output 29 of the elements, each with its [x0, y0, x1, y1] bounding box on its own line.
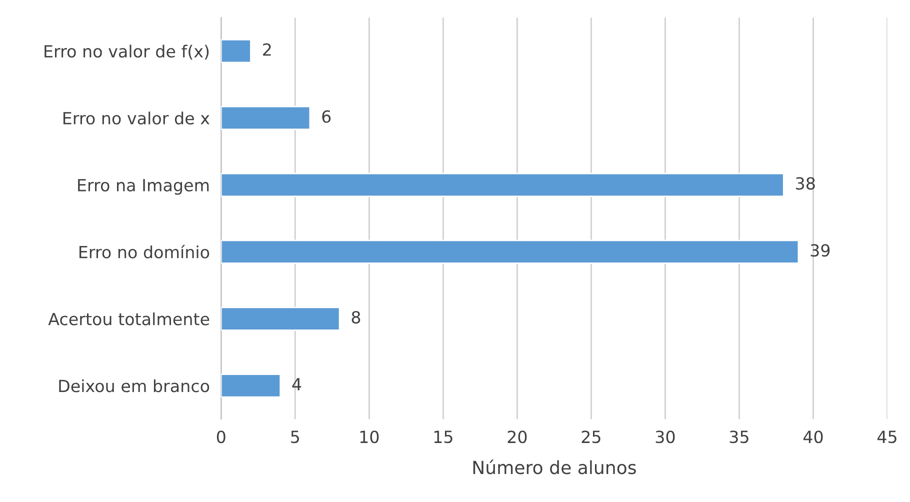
- data-label: 39: [810, 244, 830, 257]
- x-tick-label: 10: [360, 430, 379, 444]
- y-tick-label: Deixou em branco: [59, 379, 210, 392]
- x-tick-label: 25: [582, 430, 600, 444]
- x-tick-label: 40: [803, 430, 823, 444]
- data-label: 38: [796, 177, 815, 190]
- y-tick-label: Erro no valor de f(x): [44, 44, 209, 60]
- data-label: 2: [263, 43, 271, 56]
- y-tick-label: Erro no domínio: [80, 244, 210, 258]
- bar: [221, 374, 282, 398]
- bar: [221, 240, 800, 264]
- y-tick-label: Erro na Imagem: [78, 179, 209, 195]
- x-tick-label: 20: [508, 430, 527, 444]
- y-tick-label: Acertou totalmente: [48, 312, 210, 326]
- x-tick-label: 5: [291, 430, 299, 444]
- x-tick-label: 35: [730, 430, 748, 444]
- x-tick-label: 0: [216, 430, 226, 444]
- x-tick-label: 45: [877, 430, 896, 444]
- bar: [221, 172, 784, 197]
- y-tick-label: Erro no valor de x: [63, 112, 210, 125]
- x-axis-title: Número de alunos: [473, 460, 636, 474]
- data-label: 4: [292, 378, 302, 390]
- x-tick-label: 30: [656, 430, 675, 444]
- data-label: 8: [352, 311, 360, 324]
- bar: [221, 106, 311, 130]
- data-label: 6: [322, 110, 331, 123]
- x-tick-label: 15: [434, 430, 452, 444]
- bar: [221, 306, 340, 331]
- bar: [221, 38, 252, 64]
